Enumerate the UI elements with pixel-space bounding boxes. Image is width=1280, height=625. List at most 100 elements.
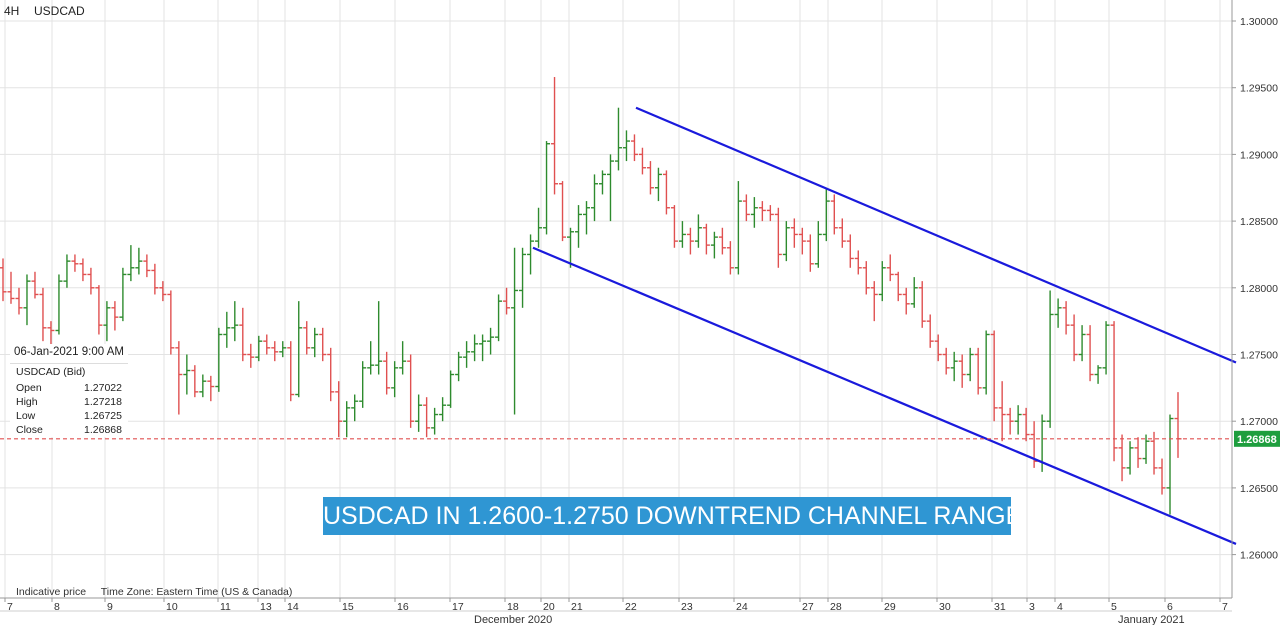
ohlc-bar [958, 354, 966, 388]
y-tick-label: 1.28000 [1240, 283, 1278, 295]
ohlc-bar [694, 214, 702, 248]
x-tick-label: 4 [1057, 601, 1063, 613]
ohlc-bar [630, 134, 638, 162]
ohlc-bar [87, 267, 95, 295]
x-tick-label: 20 [543, 601, 555, 613]
ohlc-bar [79, 258, 87, 282]
y-tick-label: 1.30000 [1240, 16, 1278, 28]
y-axis: 1.30000 1.29500 1.29000 1.28500 1.28000 1.275… [1231, 0, 1278, 598]
ohlc-bar [407, 354, 415, 428]
ohlc-bar [1102, 321, 1110, 375]
ohlc-bar [271, 341, 279, 362]
ohlc-bar [702, 223, 710, 255]
ohlc-bar [734, 181, 742, 275]
ohlc-bar [31, 271, 39, 299]
x-tick-label: 21 [571, 601, 583, 613]
ohlc-bar [487, 327, 495, 355]
ohlc-bar [559, 181, 567, 242]
ohlc-bar [590, 174, 598, 222]
ohlc-bar [774, 207, 782, 268]
ohlc-bar [678, 221, 686, 248]
ohlc-bar [886, 254, 894, 282]
x-tick-label: 24 [736, 601, 748, 613]
ohlc-bar [55, 274, 63, 335]
y-tick-label: 1.26500 [1240, 483, 1278, 495]
x-tick-label: 17 [452, 601, 464, 613]
x-axis: 7 8 9 10 11 13 14 15 16 17 18 20 21 22 23 24 27 28 29 30 31 3… [0, 597, 1232, 625]
x-tick-label: 13 [260, 601, 272, 613]
ohlc-bar [471, 334, 479, 362]
ohlc-bar [974, 347, 982, 395]
info-label: Close [16, 424, 43, 436]
x-tick-label: 30 [939, 601, 951, 613]
ohlc-bar [455, 351, 463, 382]
ohlc-bar [1022, 407, 1030, 442]
ohlc-bar [934, 334, 942, 362]
ohlc-bar [63, 254, 71, 288]
ohlc-bar [295, 301, 303, 398]
ohlc-bar [862, 261, 870, 295]
ohlc-bar [854, 250, 862, 275]
ohlc-bar [990, 330, 998, 422]
ohlc-bar [1054, 298, 1062, 328]
ohlc-info-box: 06-Jan-2021 9:00 AM USDCAD (Bid) Open 1.… [10, 344, 128, 437]
ohlc-bar [710, 231, 718, 259]
ohlc-bar [143, 254, 151, 278]
y-tick-label: 1.26000 [1240, 550, 1278, 562]
ohlc-bar [415, 394, 423, 432]
ohlc-bar [1078, 325, 1086, 362]
ohlc-bar [399, 341, 407, 375]
ohlc-bar [926, 314, 934, 348]
ohlc-bar [758, 201, 766, 222]
ohlc-bars [0, 77, 1182, 515]
ohlc-bar [726, 241, 734, 275]
ohlc-bar [1166, 414, 1174, 515]
y-tick-label: 1.27000 [1240, 416, 1278, 428]
x-tick-label: 10 [166, 601, 178, 613]
ohlc-bar [1158, 458, 1166, 495]
ohlc-bar [191, 365, 199, 398]
downtrend-channel[interactable] [532, 106, 1237, 545]
channel-banner: USDCAD IN 1.2600-1.2750 DOWNTREND CHANNE… [323, 497, 1022, 535]
ohlc-bar [0, 258, 7, 302]
ohlc-bar [942, 347, 950, 375]
ohlc-bar [263, 334, 271, 355]
ohlc-bar [742, 194, 750, 222]
x-tick-label: 14 [287, 601, 299, 613]
ohlc-bar [1118, 434, 1126, 482]
ohlc-bar [183, 354, 191, 395]
ohlc-bar [1014, 405, 1022, 435]
info-value: 1.26868 [84, 424, 122, 436]
info-label: High [16, 396, 38, 408]
ohlc-bar [175, 341, 183, 415]
x-tick-label: 3 [1029, 601, 1035, 613]
ohlc-bar [966, 347, 974, 382]
ohlc-bar [1046, 290, 1054, 428]
x-tick-label: 28 [830, 601, 842, 613]
channel-upper-line [635, 106, 1237, 364]
ohlc-bar [1086, 325, 1094, 382]
x-tick-label: 5 [1111, 601, 1117, 613]
ohlc-bar [47, 321, 55, 348]
ohlc-bar [982, 330, 990, 395]
info-datetime: 06-Jan-2021 9:00 AM [14, 346, 124, 358]
ohlc-bar [750, 197, 758, 228]
ohlc-bar [327, 347, 335, 402]
info-value: 1.27218 [84, 396, 122, 408]
ohlc-bar [894, 271, 902, 302]
ohlc-bar [71, 254, 79, 272]
info-instrument: USDCAD (Bid) [10, 363, 128, 381]
month-label: December 2020 [474, 614, 552, 625]
ohlc-bar [622, 130, 630, 162]
x-tick-label: 7 [1222, 601, 1228, 613]
ohlc-bar [439, 397, 447, 422]
ohlc-bar [670, 205, 678, 248]
info-row-high: High 1.27218 [10, 395, 128, 409]
info-row-low: Low 1.26725 [10, 409, 128, 423]
x-tick-label: 15 [342, 601, 354, 613]
ohlc-bar [447, 370, 455, 408]
ohlc-bar [567, 227, 575, 268]
ohlc-bar [1070, 314, 1078, 362]
x-tick-label: 18 [507, 601, 519, 613]
ohlc-bar [39, 287, 47, 342]
